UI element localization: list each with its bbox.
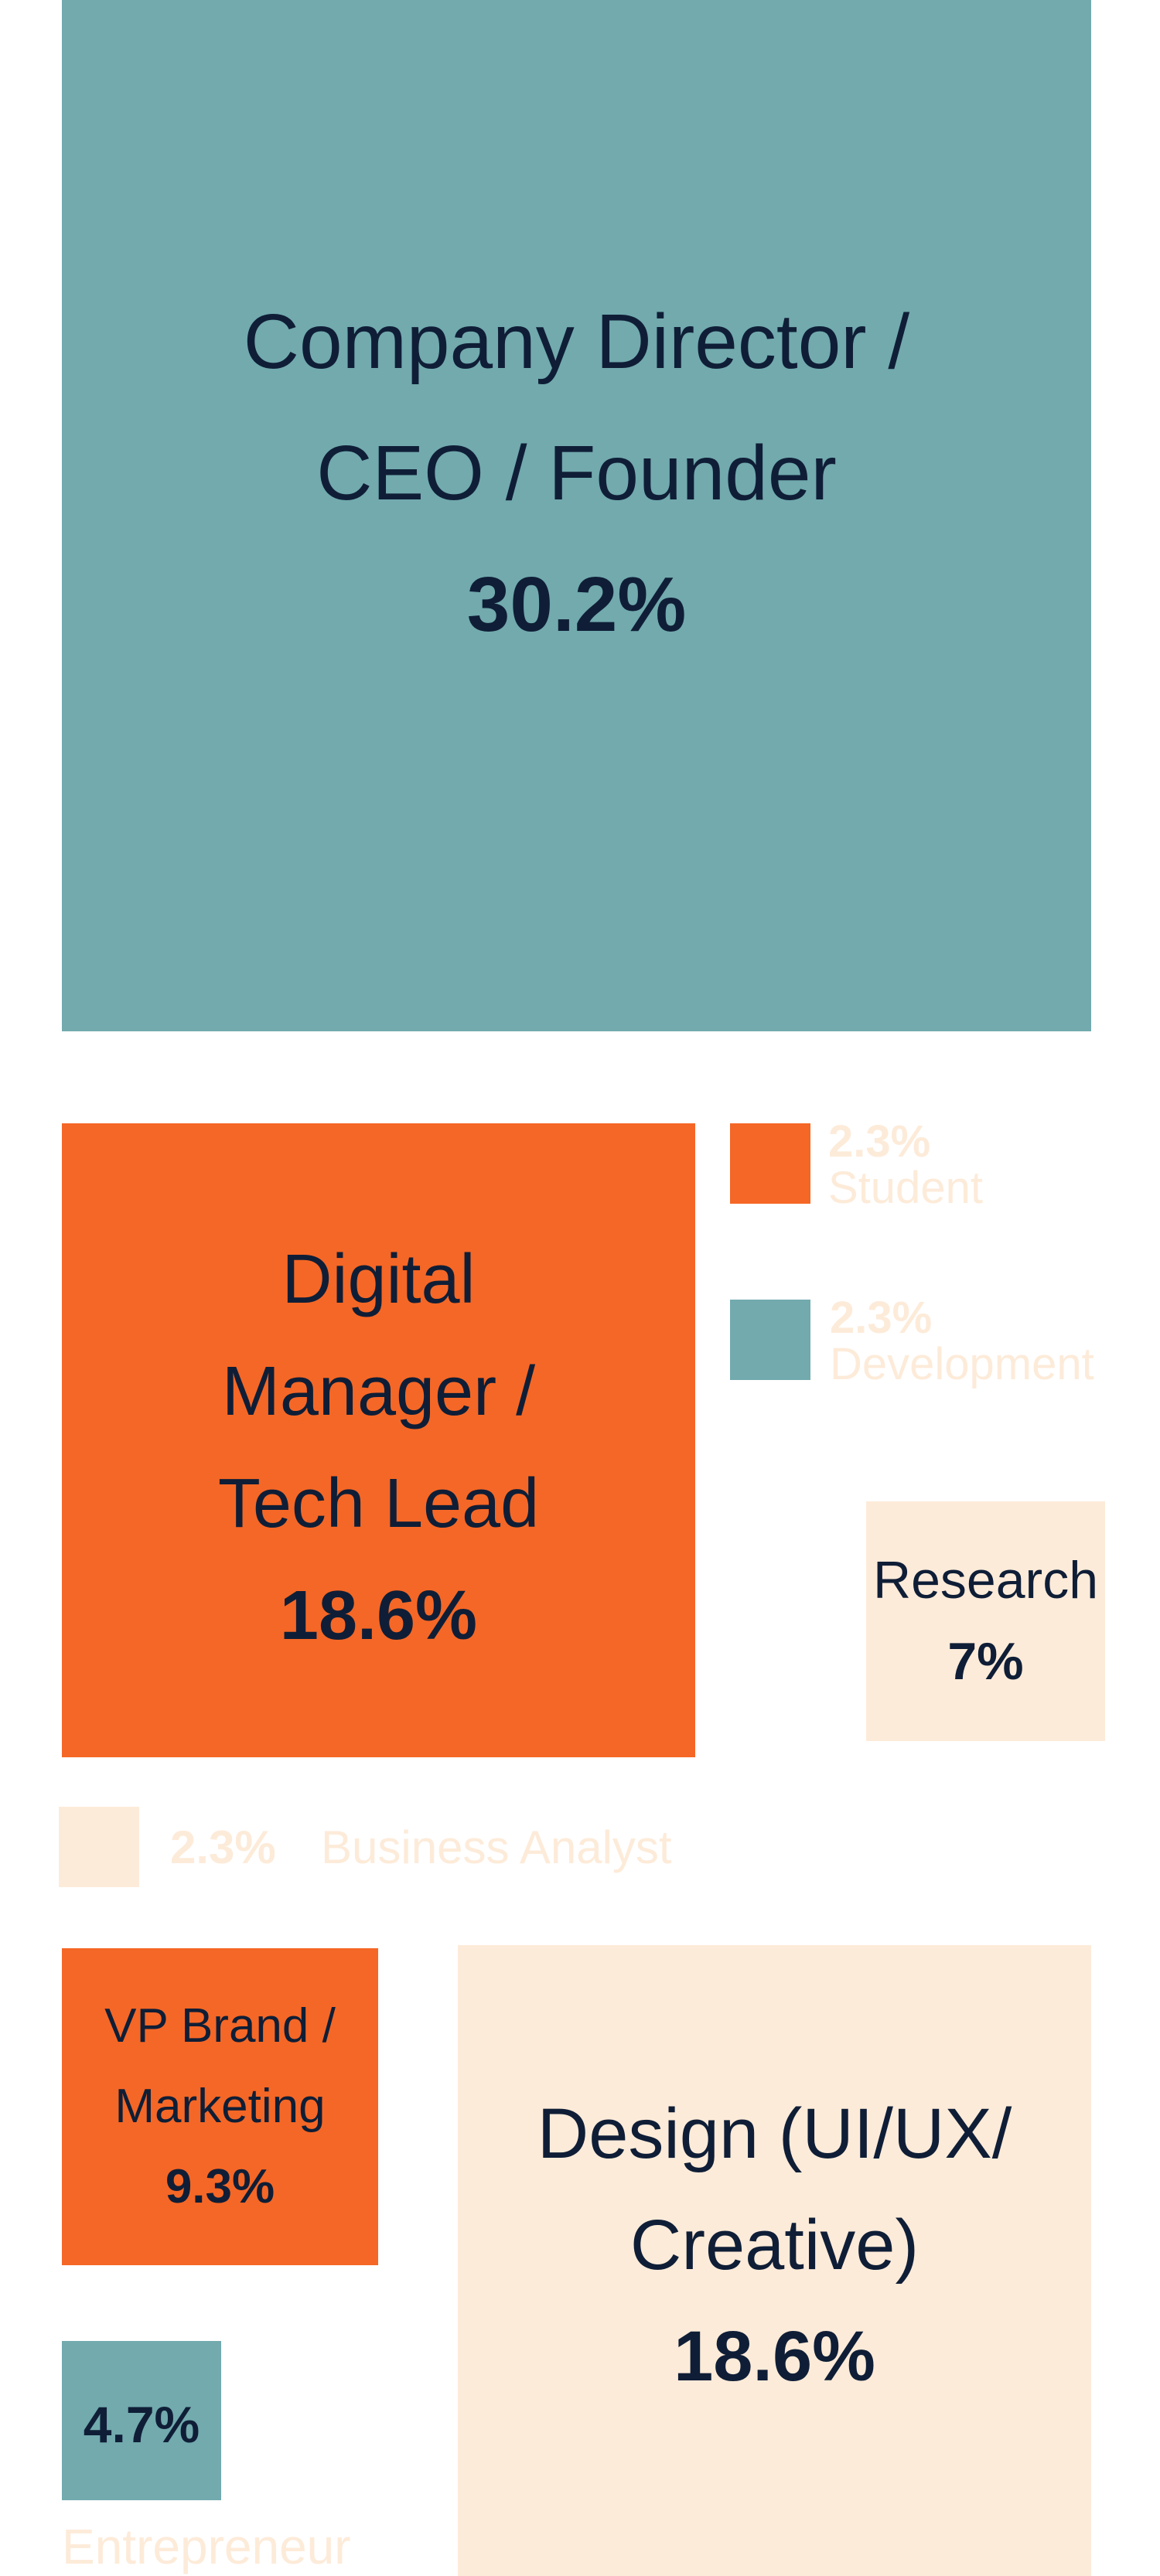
entrepreneur-block: 4.7% [62, 2341, 221, 2500]
percent: 18.6% [674, 2317, 875, 2396]
digital-manager-block: Digital Manager / Tech Lead 18.6% [62, 1123, 695, 1757]
label: Marketing [114, 2080, 326, 2133]
label: Design (UI/UX/ [537, 2094, 1012, 2173]
label: Company Director / [243, 298, 910, 385]
percent: 30.2% [466, 561, 687, 648]
percent: 7% [947, 1632, 1024, 1691]
label: CEO / Founder [316, 430, 837, 516]
vp-brand-block: VP Brand / Marketing 9.3% [62, 1948, 378, 2265]
label: VP Brand / [104, 1999, 336, 2053]
development-square [730, 1300, 810, 1380]
percent: 9.3% [165, 2160, 275, 2213]
label: Research [872, 1551, 1099, 1610]
percent: 2.3% [828, 1116, 931, 1167]
label: Manager / [221, 1353, 536, 1430]
percent: 2.3% [830, 1293, 933, 1343]
research-block: Research 7% [866, 1501, 1105, 1741]
label: Student [828, 1163, 983, 1213]
percent: 2.3% [170, 1821, 276, 1873]
label: Digital [281, 1241, 476, 1318]
business-analyst-square [59, 1807, 139, 1887]
label: Business Analyst [321, 1821, 672, 1873]
ceo-block: Company Director / CEO / Founder 30.2% [62, 0, 1091, 1031]
label: Development [830, 1339, 1094, 1389]
label: Tech Lead [217, 1465, 540, 1542]
percent: 18.6% [279, 1577, 478, 1654]
student-square [730, 1123, 810, 1204]
label: Entrepreneur [62, 2519, 351, 2574]
design-block: Design (UI/UX/ Creative) 18.6% [458, 1945, 1091, 2576]
label: Creative) [629, 2206, 919, 2285]
percent: 4.7% [83, 2396, 200, 2453]
